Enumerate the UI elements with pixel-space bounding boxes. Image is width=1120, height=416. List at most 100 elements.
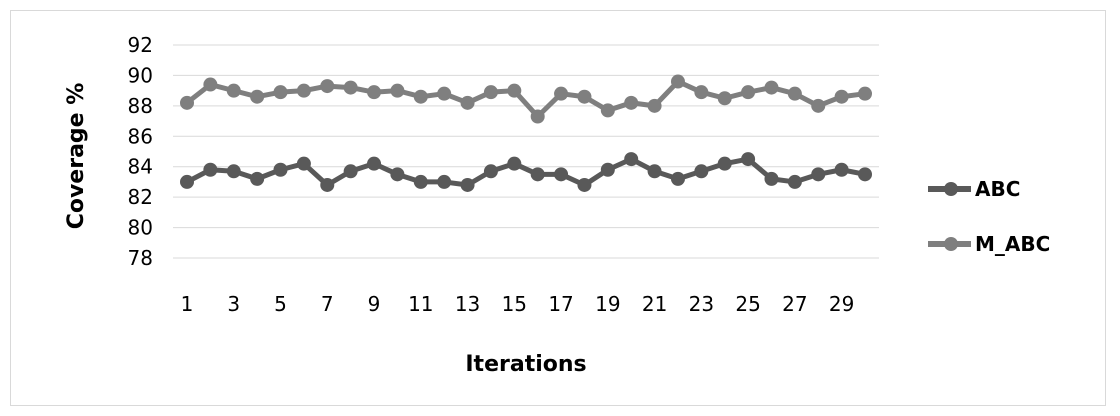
data-point-abc — [437, 174, 452, 189]
data-point-abc — [554, 167, 569, 182]
x-tick-label: 27 — [782, 292, 807, 316]
data-point-abc — [811, 167, 826, 182]
data-point-m-abc — [554, 86, 569, 101]
data-point-m-abc — [764, 80, 779, 95]
legend-marker-m-abc — [944, 237, 958, 251]
series-line-m-abc — [185, 79, 866, 120]
series-line-abc — [185, 156, 866, 188]
data-point-m-abc — [577, 89, 592, 104]
x-tick-label: 15 — [502, 292, 527, 316]
data-point-abc — [647, 164, 662, 179]
data-point-abc — [226, 164, 241, 179]
x-tick-label: 13 — [455, 292, 480, 316]
data-point-m-abc — [180, 95, 194, 110]
data-point-abc — [413, 174, 428, 189]
y-tick-label: 78 — [128, 246, 153, 270]
data-point-abc — [203, 162, 218, 177]
data-point-abc — [670, 171, 685, 186]
x-tick-label: 17 — [548, 292, 573, 316]
y-tick-label: 80 — [128, 216, 153, 240]
y-tick-label: 84 — [128, 155, 153, 179]
x-tick-label: 9 — [368, 292, 381, 316]
data-point-m-abc — [717, 91, 732, 106]
y-tick-label: 86 — [128, 124, 153, 148]
x-tick-label: 25 — [735, 292, 760, 316]
series-abc — [180, 152, 872, 192]
legend-item-abc: ABC — [928, 177, 1020, 201]
data-point-m-abc — [296, 83, 311, 98]
chart-frame: 78 80 82 84 86 88 90 92 1 3 5 7 9 11 13 15 17 19 21 23 25 27… — [10, 10, 1106, 406]
data-point-m-abc — [811, 98, 826, 113]
y-tick-label: 90 — [128, 63, 153, 87]
data-point-m-abc — [413, 89, 428, 104]
x-tick-label: 29 — [829, 292, 854, 316]
data-point-m-abc — [670, 74, 685, 89]
gridlines — [173, 44, 879, 259]
data-point-abc — [296, 156, 311, 171]
legend: ABC M_ABC — [928, 177, 1050, 256]
data-point-m-abc — [787, 86, 802, 101]
data-point-m-abc — [624, 95, 639, 110]
data-point-m-abc — [600, 103, 615, 118]
data-point-m-abc — [858, 86, 872, 101]
y-axis-title: Coverage % — [64, 83, 89, 230]
series-layer — [180, 74, 872, 192]
data-point-abc — [600, 162, 615, 177]
data-point-abc — [741, 152, 756, 167]
data-point-abc — [834, 162, 849, 177]
data-point-m-abc — [390, 83, 405, 98]
x-tick-label: 7 — [321, 292, 334, 316]
series-m-abc — [180, 74, 872, 124]
legend-marker-abc — [944, 182, 958, 196]
x-tick-label: 11 — [408, 292, 433, 316]
data-point-abc — [460, 177, 475, 192]
data-point-m-abc — [343, 80, 358, 95]
data-point-abc — [320, 177, 335, 192]
data-point-abc — [343, 164, 358, 179]
data-point-m-abc — [437, 86, 452, 101]
y-axis-tick-labels: 78 80 82 84 86 88 90 92 — [128, 33, 153, 270]
data-point-abc — [180, 174, 194, 189]
data-point-m-abc — [834, 89, 849, 104]
data-point-m-abc — [647, 98, 662, 113]
data-point-abc — [530, 167, 545, 182]
data-point-abc — [367, 156, 382, 171]
data-point-abc — [390, 167, 405, 182]
legend-label-m-abc: M_ABC — [975, 232, 1050, 256]
data-point-m-abc — [273, 85, 288, 100]
y-tick-label: 88 — [128, 94, 153, 118]
legend-item-m-abc: M_ABC — [928, 232, 1050, 256]
data-point-abc — [717, 156, 732, 171]
data-point-abc — [858, 167, 872, 182]
data-point-abc — [273, 162, 288, 177]
x-tick-label: 23 — [689, 292, 714, 316]
x-axis-title: Iterations — [465, 352, 586, 377]
data-point-m-abc — [694, 85, 709, 100]
x-tick-label: 1 — [181, 292, 194, 316]
data-point-abc — [483, 164, 498, 179]
data-point-abc — [694, 164, 709, 179]
legend-label-abc: ABC — [975, 177, 1020, 201]
x-axis-tick-labels: 1 3 5 7 9 11 13 15 17 19 21 23 25 27 29 — [181, 292, 855, 316]
data-point-m-abc — [320, 79, 335, 94]
data-point-m-abc — [483, 85, 498, 100]
data-point-m-abc — [507, 83, 522, 98]
data-point-m-abc — [530, 109, 545, 124]
data-point-m-abc — [226, 83, 241, 98]
x-tick-label: 5 — [274, 292, 287, 316]
data-point-m-abc — [741, 85, 756, 100]
data-point-abc — [787, 174, 802, 189]
data-point-abc — [507, 156, 522, 171]
x-tick-label: 21 — [642, 292, 667, 316]
data-point-abc — [250, 171, 265, 186]
x-tick-label: 3 — [227, 292, 240, 316]
y-tick-label: 92 — [128, 33, 153, 57]
data-point-m-abc — [367, 85, 382, 100]
data-point-abc — [624, 152, 639, 167]
x-tick-label: 19 — [595, 292, 620, 316]
data-point-abc — [577, 177, 592, 192]
data-point-m-abc — [250, 89, 265, 104]
data-point-m-abc — [460, 95, 475, 110]
y-tick-label: 82 — [128, 185, 153, 209]
